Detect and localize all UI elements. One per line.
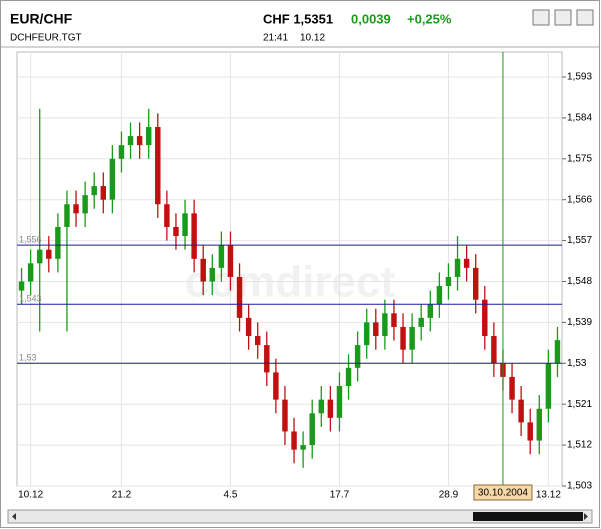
candle-body bbox=[18, 281, 25, 291]
candle-body bbox=[73, 204, 79, 214]
plot-area bbox=[16, 51, 563, 487]
candle-body bbox=[291, 431, 297, 450]
candle-body bbox=[536, 408, 543, 441]
candle-body bbox=[200, 258, 206, 282]
candle-body bbox=[127, 136, 134, 146]
candle-body bbox=[254, 336, 261, 346]
price: CHF 1,5351 bbox=[263, 11, 333, 26]
scroll-track[interactable] bbox=[7, 509, 593, 524]
candle-body bbox=[264, 345, 270, 373]
candle-body bbox=[145, 126, 152, 146]
candle-body bbox=[336, 386, 343, 418]
y-tick-label: 1,575 bbox=[567, 153, 592, 164]
y-tick-label: 1,548 bbox=[567, 276, 592, 287]
symbol: EUR/CHF bbox=[10, 11, 73, 27]
candle-body bbox=[463, 258, 470, 268]
crosshair-label-box bbox=[473, 484, 533, 501]
candle-body bbox=[91, 186, 97, 196]
y-tick-label: 1,557 bbox=[567, 235, 592, 246]
candle-body bbox=[373, 322, 379, 337]
candle-body bbox=[300, 445, 306, 450]
candle-body bbox=[318, 399, 325, 414]
candle-body bbox=[400, 326, 406, 350]
candle-body bbox=[527, 422, 533, 441]
candle-body bbox=[445, 276, 452, 287]
level-label: 1,543 bbox=[19, 294, 42, 304]
candle-body bbox=[109, 158, 116, 200]
candle-body bbox=[191, 213, 197, 259]
candle-body bbox=[354, 345, 361, 368]
candle-body bbox=[164, 204, 170, 227]
candle-body bbox=[64, 204, 70, 227]
candle-body bbox=[309, 413, 315, 446]
time: 21:41 bbox=[263, 33, 288, 44]
change: 0,0039 bbox=[351, 11, 391, 26]
candle-body bbox=[245, 317, 252, 337]
candle-body bbox=[55, 226, 61, 259]
icon-list[interactable] bbox=[576, 9, 594, 26]
y-tick-label: 1,593 bbox=[567, 72, 592, 83]
x-tick-label: 4.5 bbox=[224, 490, 238, 501]
crosshair-label: 30.10.2004 bbox=[478, 488, 528, 499]
candle-body bbox=[391, 313, 397, 327]
candle-body bbox=[27, 263, 34, 282]
x-tick-label: 28.9 bbox=[439, 490, 459, 501]
candle-body bbox=[82, 195, 88, 214]
candle-body bbox=[209, 267, 216, 282]
candle-body bbox=[118, 145, 125, 159]
scrollbar[interactable] bbox=[7, 509, 593, 524]
candle-body bbox=[427, 304, 434, 318]
y-tick-label: 1,53 bbox=[567, 358, 587, 369]
code: DCHFEUR.TGT bbox=[10, 33, 82, 44]
candle-body bbox=[436, 286, 443, 305]
y-tick-label: 1,503 bbox=[567, 481, 592, 492]
x-tick-label: 13.12 bbox=[536, 490, 561, 501]
candle-body bbox=[454, 258, 461, 277]
scroll-thumb[interactable] bbox=[473, 512, 583, 521]
icon-news[interactable] bbox=[554, 9, 572, 26]
y-tick-label: 1,521 bbox=[567, 399, 592, 410]
toolbar[interactable] bbox=[532, 9, 594, 26]
y-tick-label: 1,539 bbox=[567, 317, 592, 328]
y-tick-label: 1,512 bbox=[567, 440, 592, 451]
candle-body bbox=[345, 367, 352, 387]
candle-body bbox=[136, 136, 143, 146]
candle-body bbox=[472, 267, 479, 300]
candle-body bbox=[382, 313, 388, 337]
candle-body bbox=[509, 376, 515, 400]
x-tick-label: 21.2 bbox=[112, 490, 132, 501]
candle-body bbox=[218, 245, 225, 268]
candle-body bbox=[409, 326, 415, 350]
candle-body bbox=[236, 276, 243, 318]
candle-body bbox=[46, 249, 52, 259]
watermark: comdirect bbox=[185, 258, 396, 307]
candle-body bbox=[554, 340, 561, 364]
candle-body bbox=[273, 372, 279, 400]
candle-body bbox=[363, 322, 370, 346]
candle-body bbox=[327, 399, 334, 418]
x-tick-label: 10.12 bbox=[18, 490, 43, 501]
y-tick-label: 1,566 bbox=[567, 194, 592, 205]
candle-body bbox=[518, 399, 524, 423]
candle-body bbox=[545, 363, 552, 409]
icon-chart[interactable] bbox=[532, 9, 550, 26]
level-label: 1,556 bbox=[19, 235, 42, 245]
candle-body bbox=[227, 245, 234, 277]
candle-body bbox=[155, 126, 161, 205]
candle-body bbox=[173, 226, 179, 237]
candle-body bbox=[482, 299, 488, 337]
candle-body bbox=[418, 317, 424, 327]
candle-body bbox=[182, 213, 188, 237]
candle-body bbox=[491, 336, 497, 364]
y-tick-label: 1,584 bbox=[567, 113, 592, 124]
candle-body bbox=[36, 249, 43, 264]
candle-body bbox=[282, 399, 288, 432]
change-pct: +0,25% bbox=[407, 11, 452, 26]
level-label: 1,53 bbox=[19, 353, 37, 363]
date: 10.12 bbox=[300, 33, 325, 44]
candle-body bbox=[100, 186, 107, 200]
x-tick-label: 17.7 bbox=[330, 490, 350, 501]
